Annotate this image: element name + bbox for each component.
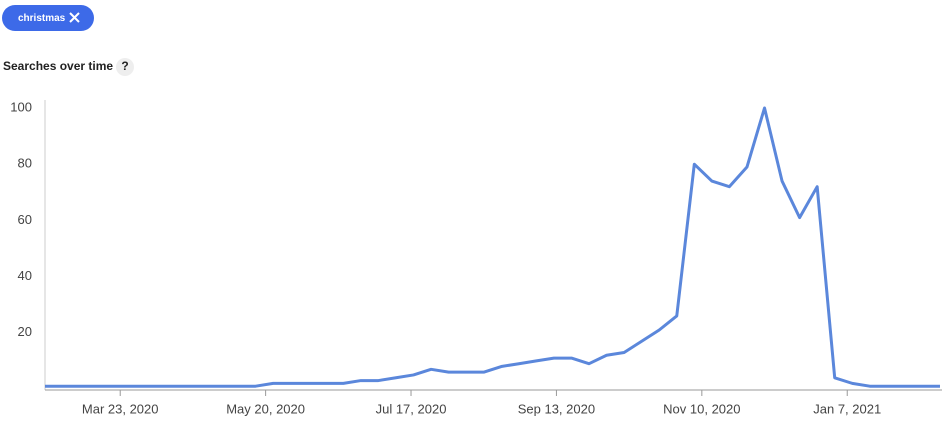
section-title: Searches over time: [3, 59, 113, 73]
y-tick-label: 100: [10, 99, 32, 114]
help-button[interactable]: [116, 58, 134, 76]
y-tick-label: 40: [18, 268, 32, 283]
y-tick-label: 20: [18, 324, 32, 339]
y-tick-label: 80: [18, 156, 32, 171]
help-icon: ?: [121, 59, 128, 73]
x-tick-label: May 20, 2020: [226, 401, 305, 416]
chip-close-icon[interactable]: [69, 12, 80, 23]
y-tick-label: 60: [18, 212, 32, 227]
x-tick-label: Sep 13, 2020: [518, 401, 595, 416]
chip-background[interactable]: [2, 5, 94, 31]
x-tick-label: Jan 7, 2021: [813, 401, 881, 416]
x-tick-label: Jul 17, 2020: [376, 401, 447, 416]
filter-chip[interactable]: christmas: [2, 5, 94, 31]
chip-label: christmas: [18, 13, 66, 24]
x-tick-label: Mar 23, 2020: [82, 401, 159, 416]
data-line: [45, 106, 940, 388]
x-tick-label: Nov 10, 2020: [663, 401, 740, 416]
